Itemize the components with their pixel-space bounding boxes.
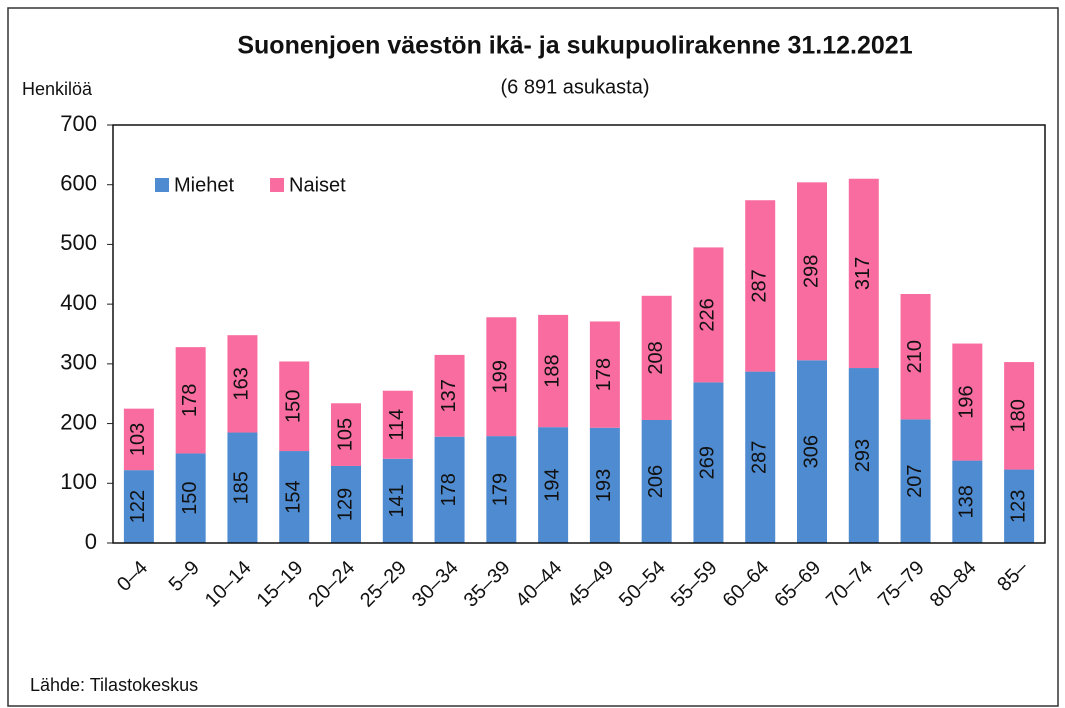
data-label: 150 <box>283 390 305 423</box>
bar-segment <box>175 453 206 543</box>
data-label: 114 <box>386 409 408 441</box>
bar-segment <box>641 419 672 543</box>
y-tick-label: 100 <box>60 469 97 494</box>
chart-subtitle: (6 891 asukasta) <box>501 76 650 98</box>
data-label: 226 <box>697 298 719 331</box>
data-label: 287 <box>749 269 771 302</box>
bar-segment <box>900 293 931 420</box>
y-tick-label: 400 <box>60 290 97 315</box>
data-label: 185 <box>231 471 253 504</box>
bar-segment <box>589 321 620 428</box>
data-label: 150 <box>179 482 201 515</box>
data-label: 208 <box>645 341 667 374</box>
data-label: 199 <box>490 360 512 393</box>
data-label: 206 <box>645 465 667 498</box>
data-label: 317 <box>852 257 874 290</box>
bar-segment <box>952 460 983 543</box>
data-label: 154 <box>283 480 305 513</box>
bar-segment <box>1004 362 1035 470</box>
data-label: 178 <box>593 358 615 391</box>
bar-segment <box>486 436 517 543</box>
y-tick-label: 700 <box>60 111 97 136</box>
bar-segment <box>900 419 931 543</box>
y-tick-label: 0 <box>85 529 97 554</box>
bar-segment <box>175 347 206 454</box>
data-label: 105 <box>334 418 356 451</box>
bar-segment <box>227 432 258 543</box>
data-label: 122 <box>127 490 149 523</box>
y-tick-label: 600 <box>60 171 97 196</box>
bar-segment <box>331 465 361 543</box>
bar-segment <box>589 427 620 543</box>
data-label: 306 <box>800 435 822 468</box>
bar-segment <box>641 295 672 420</box>
data-label: 298 <box>800 255 822 288</box>
bar-segment <box>279 451 310 543</box>
data-label: 129 <box>334 488 356 521</box>
legend-label: Naiset <box>289 174 346 196</box>
y-tick-label: 500 <box>60 230 97 255</box>
data-label: 196 <box>956 385 978 418</box>
data-label: 137 <box>438 379 460 412</box>
bar-segment <box>693 247 724 383</box>
bar-segment <box>382 458 413 543</box>
data-label: 188 <box>541 354 563 387</box>
data-label: 103 <box>127 423 149 456</box>
bar-segment <box>538 314 569 428</box>
bar-segment <box>745 371 776 543</box>
data-label: 293 <box>852 439 874 472</box>
bar-segment <box>123 408 154 471</box>
bar-segment <box>382 390 413 459</box>
bar-segment <box>952 343 983 461</box>
legend-swatch <box>155 178 169 192</box>
y-tick-label: 200 <box>60 409 97 434</box>
data-label: 141 <box>386 484 408 517</box>
data-label: 123 <box>1007 490 1029 523</box>
chart-title: Suonenjoen väestön ikä- ja sukupuolirake… <box>237 32 912 60</box>
data-label: 193 <box>593 469 615 502</box>
data-label: 178 <box>438 473 460 506</box>
bar-segment <box>693 382 724 543</box>
bar-segment <box>434 436 465 543</box>
bar-segment <box>848 178 879 369</box>
bar-segment <box>486 317 517 437</box>
data-label: 180 <box>1007 399 1029 432</box>
bar-segment <box>123 470 154 543</box>
bar-segment <box>279 361 310 452</box>
bar-segment <box>848 368 879 543</box>
source: Lähde: Tilastokeskus <box>30 675 198 695</box>
data-label: 269 <box>697 446 719 479</box>
y-tick-label: 300 <box>60 350 97 375</box>
data-label: 178 <box>179 384 201 417</box>
bar-segment <box>331 403 361 466</box>
bar-segment <box>1004 469 1035 543</box>
legend-label: Miehet <box>174 174 234 196</box>
data-label: 179 <box>490 473 512 506</box>
y-axis-label: Henkilöä <box>22 79 93 99</box>
legend-swatch <box>270 178 285 192</box>
data-label: 194 <box>541 468 563 501</box>
data-label: 163 <box>231 367 253 400</box>
bar-segment <box>538 427 569 543</box>
bar-segment <box>797 182 827 361</box>
data-label: 287 <box>749 441 771 474</box>
bar-segment <box>434 354 465 437</box>
bar-segment <box>745 200 776 372</box>
data-label: 210 <box>904 340 926 373</box>
bar-segment <box>797 360 827 543</box>
data-label: 138 <box>956 485 978 518</box>
data-label: 207 <box>904 465 926 498</box>
plot-border <box>112 124 1046 544</box>
bar-segment <box>227 335 258 433</box>
